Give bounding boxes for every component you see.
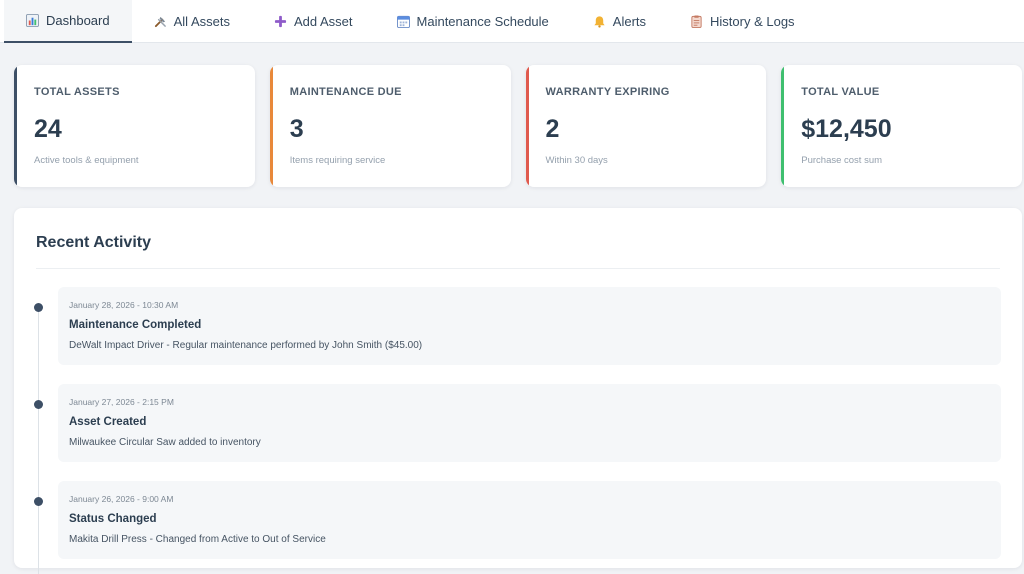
- section-title: Recent Activity: [36, 234, 151, 251]
- calendar-icon: [396, 15, 410, 28]
- tools-icon: [154, 16, 166, 28]
- divider: [36, 268, 1000, 269]
- stat-subtext: Items requiring service: [289, 155, 386, 166]
- activity-timestamp: January 27, 2026 - 2:15 PM: [69, 397, 174, 407]
- activity-timestamp: January 28, 2026 - 10:30 AM: [69, 300, 179, 310]
- stat-value: $12,450: [801, 115, 892, 143]
- stats-row: TOTAL ASSETS 24 Active tools & equipment…: [14, 65, 1022, 187]
- tab-dashboard[interactable]: Dashboard: [4, 0, 132, 43]
- activity-title: Maintenance Completed: [69, 319, 202, 331]
- stat-card-total-value: TOTAL VALUE $12,450 Purchase cost sum: [781, 65, 1022, 187]
- tab-label: History & Logs: [710, 14, 795, 29]
- timeline-dot: [34, 497, 43, 506]
- activity-card: January 26, 2026 - 9:00 AM Status Change…: [58, 481, 1001, 559]
- tab-label: Dashboard: [46, 13, 110, 28]
- stat-card-warranty-expiring: WARRANTY EXPIRING 2 Within 30 days: [525, 65, 767, 187]
- activity-item: January 26, 2026 - 9:00 AM Status Change…: [14, 481, 1022, 559]
- stat-card-maintenance-due: MAINTENANCE DUE 3 Items requiring servic…: [269, 65, 511, 187]
- tab-label: All Assets: [173, 14, 230, 29]
- stat-label: WARRANTY EXPIRING: [545, 86, 670, 98]
- activity-item: January 27, 2026 - 2:15 PM Asset Created…: [14, 384, 1022, 462]
- timeline-dot: [34, 400, 43, 409]
- stat-label: MAINTENANCE DUE: [289, 86, 402, 98]
- tab-label: Add Asset: [293, 14, 353, 29]
- activity-description: Milwaukee Circular Saw added to inventor…: [69, 437, 261, 448]
- activity-description: Makita Drill Press - Changed from Active…: [69, 534, 326, 545]
- stat-card-total-assets: TOTAL ASSETS 24 Active tools & equipment: [14, 65, 255, 187]
- recent-activity-panel: Recent Activity January 28, 2026 - 10:30…: [14, 208, 1022, 574]
- stat-label: TOTAL ASSETS: [34, 86, 120, 98]
- bell-icon: [594, 16, 605, 28]
- plus-icon: [274, 15, 287, 28]
- stat-subtext: Within 30 days: [545, 155, 608, 166]
- activity-title: Asset Created: [69, 416, 147, 428]
- bar-chart-icon: [26, 14, 39, 27]
- activity-item: January 28, 2026 - 10:30 AM Maintenance …: [14, 287, 1022, 365]
- clipboard-icon: [691, 15, 702, 28]
- stat-value: 3: [289, 115, 304, 143]
- activity-timestamp: January 26, 2026 - 9:00 AM: [69, 494, 174, 504]
- tab-add-asset[interactable]: Add Asset: [252, 0, 375, 43]
- stat-label: TOTAL VALUE: [801, 86, 880, 98]
- main-nav-tabs: Dashboard All Assets Add Asset Maintenan…: [0, 0, 1024, 43]
- stat-subtext: Purchase cost sum: [801, 155, 883, 166]
- activity-card: January 27, 2026 - 2:15 PM Asset Created…: [58, 384, 1001, 462]
- stat-subtext: Active tools & equipment: [34, 155, 139, 166]
- tab-label: Alerts: [612, 14, 647, 29]
- stat-value: 2: [545, 115, 560, 143]
- timeline-dot: [34, 303, 43, 312]
- tab-alerts[interactable]: Alerts: [571, 0, 668, 43]
- tab-all-assets[interactable]: All Assets: [132, 0, 252, 43]
- activity-card: January 28, 2026 - 10:30 AM Maintenance …: [58, 287, 1001, 365]
- activity-description: DeWalt Impact Driver - Regular maintenan…: [69, 340, 423, 351]
- tab-label: Maintenance Schedule: [416, 14, 549, 29]
- activity-title: Status Changed: [69, 513, 157, 525]
- timeline-line: [38, 304, 39, 574]
- tab-maintenance-schedule[interactable]: Maintenance Schedule: [375, 0, 571, 43]
- stat-value: 24: [34, 115, 62, 143]
- tab-history-logs[interactable]: History & Logs: [668, 0, 817, 43]
